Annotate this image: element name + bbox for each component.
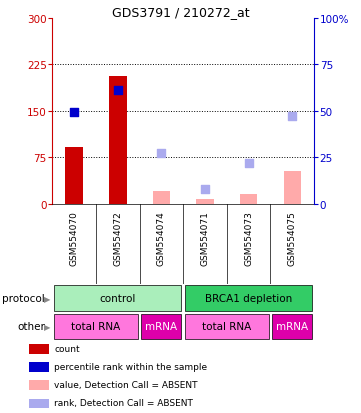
Text: total RNA: total RNA [71,322,121,332]
Text: mRNA: mRNA [145,322,178,332]
Text: rank, Detection Call = ABSENT: rank, Detection Call = ABSENT [54,399,193,407]
Text: total RNA: total RNA [202,322,252,332]
Bar [185,286,312,311]
Text: GSM554075: GSM554075 [288,211,297,265]
Bar [54,286,182,311]
Bar [272,314,312,339]
Point [290,114,295,120]
Text: BRCA1 depletion: BRCA1 depletion [205,294,292,304]
Text: GSM554073: GSM554073 [244,211,253,265]
Text: GSM554070: GSM554070 [70,211,79,265]
Point [115,88,121,94]
Bar [29,380,49,390]
Point [158,151,164,157]
Text: GSM554074: GSM554074 [157,211,166,265]
Text: protocol: protocol [3,294,45,304]
Bar [109,77,126,204]
Text: GDS3791 / 210272_at: GDS3791 / 210272_at [112,5,249,19]
Text: count: count [54,344,80,353]
Text: ▶: ▶ [44,294,51,303]
Text: percentile rank within the sample: percentile rank within the sample [54,362,207,371]
Bar [29,363,49,372]
Bar [29,344,49,354]
Bar [185,314,269,339]
Bar [54,314,138,339]
Bar [153,192,170,204]
Bar [240,195,257,204]
Text: control: control [100,294,136,304]
Point [71,110,77,116]
Text: ▶: ▶ [44,322,51,331]
Bar [283,172,301,204]
Text: mRNA: mRNA [276,322,308,332]
Point [202,186,208,192]
Bar [196,199,214,204]
Bar [29,399,49,408]
Text: value, Detection Call = ABSENT: value, Detection Call = ABSENT [54,380,198,389]
Point [246,160,252,166]
Bar [65,147,83,204]
Bar [142,314,182,339]
Text: other: other [17,322,45,332]
Text: GSM554072: GSM554072 [113,211,122,265]
Text: GSM554071: GSM554071 [200,211,209,265]
